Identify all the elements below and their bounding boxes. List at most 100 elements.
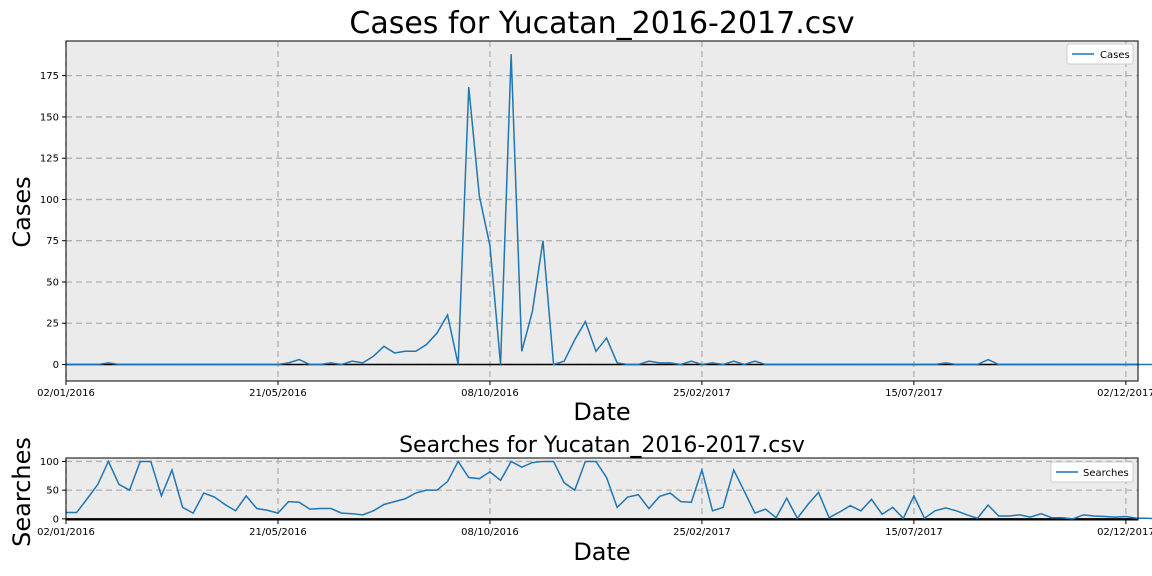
data-point <box>828 517 830 519</box>
y-tick-label: 75 <box>46 236 59 247</box>
data-point <box>97 364 99 366</box>
data-point <box>309 364 311 366</box>
data-point <box>489 471 491 473</box>
data-point <box>606 337 608 339</box>
data-point <box>659 496 661 498</box>
data-point <box>680 501 682 503</box>
y-ticks-searches: 0 50 100 <box>40 457 66 525</box>
y-tick-label: 125 <box>40 154 59 165</box>
data-point <box>701 469 703 471</box>
data-point <box>881 364 883 366</box>
data-point <box>139 364 141 366</box>
data-point <box>786 364 788 366</box>
data-point <box>966 364 968 366</box>
data-point <box>659 362 661 364</box>
data-point <box>701 364 703 366</box>
data-point <box>977 364 979 366</box>
data-point <box>214 364 216 366</box>
data-point <box>383 346 385 348</box>
data-point <box>1125 516 1127 518</box>
data-point <box>235 364 237 366</box>
data-point <box>945 507 947 509</box>
data-point <box>341 364 343 366</box>
data-point <box>871 364 873 366</box>
data-point <box>744 364 746 366</box>
data-point <box>987 504 989 506</box>
data-point <box>214 496 216 498</box>
data-point <box>722 507 724 509</box>
legend-cases: Cases <box>1066 43 1134 65</box>
data-point <box>924 517 926 519</box>
data-point <box>966 514 968 516</box>
data-point <box>691 360 693 362</box>
y-tick-label: 25 <box>46 319 59 330</box>
data-point <box>521 350 523 352</box>
x-ticks-searches: 02/01/2016 21/05/2016 08/10/2016 25/02/2017… <box>37 520 1152 538</box>
data-point <box>256 364 258 366</box>
data-point <box>1114 364 1116 366</box>
x-axis-label-cases: Date <box>573 398 630 426</box>
data-point <box>775 364 777 366</box>
data-point <box>903 517 905 519</box>
data-point <box>203 364 205 366</box>
data-point <box>457 364 459 366</box>
data-point <box>934 364 936 366</box>
data-point <box>998 515 1000 517</box>
data-point <box>288 362 290 364</box>
data-point <box>754 512 756 514</box>
data-point <box>956 510 958 512</box>
data-point <box>1019 514 1021 516</box>
data-point <box>669 492 671 494</box>
data-point <box>754 360 756 362</box>
x-tick-label: 02/01/2016 <box>37 388 95 399</box>
data-point <box>373 510 375 512</box>
data-point <box>998 364 1000 366</box>
data-point <box>394 501 396 503</box>
plot-frame-searches <box>65 457 1139 521</box>
data-point <box>818 492 820 494</box>
data-point <box>797 364 799 366</box>
data-point <box>1051 364 1053 366</box>
data-point <box>892 507 894 509</box>
data-point <box>585 321 587 323</box>
data-point <box>500 364 502 366</box>
data-point <box>436 332 438 334</box>
x-ticks-cases: 02/01/2016 21/05/2016 08/10/2016 25/02/2017… <box>37 381 1152 399</box>
data-point <box>881 513 883 515</box>
data-point <box>924 364 926 366</box>
data-point <box>913 364 915 366</box>
data-point <box>394 352 396 354</box>
y-tick-label: 175 <box>40 71 59 82</box>
data-point <box>977 517 979 519</box>
y-tick-label: 0 <box>53 514 59 525</box>
chart-title-cases: Cases for Yucatan_2016-2017.csv <box>349 6 854 41</box>
data-point <box>1019 364 1021 366</box>
data-point <box>479 478 481 480</box>
x-axis-label-searches: Date <box>573 538 630 566</box>
data-point <box>436 489 438 491</box>
data-point <box>108 362 110 364</box>
data-point <box>616 507 618 509</box>
data-point <box>351 513 353 515</box>
data-point <box>1104 516 1106 518</box>
data-point <box>118 364 120 366</box>
data-point <box>129 364 131 366</box>
legend-label-searches: Searches <box>1083 468 1129 479</box>
x-tick-label: 15/07/2017 <box>885 527 943 538</box>
data-point <box>415 350 417 352</box>
data-point <box>627 364 629 366</box>
data-point <box>1009 515 1011 517</box>
data-point <box>934 510 936 512</box>
data-point <box>277 364 279 366</box>
data-point <box>1125 364 1127 366</box>
data-point <box>521 466 523 468</box>
y-tick-label: 100 <box>40 195 59 206</box>
data-point <box>606 477 608 479</box>
x-tick-label: 15/07/2017 <box>885 388 943 399</box>
data-point <box>574 489 576 491</box>
data-point <box>1061 517 1063 519</box>
data-point <box>161 495 163 497</box>
data-point <box>553 461 555 463</box>
data-point <box>468 477 470 479</box>
